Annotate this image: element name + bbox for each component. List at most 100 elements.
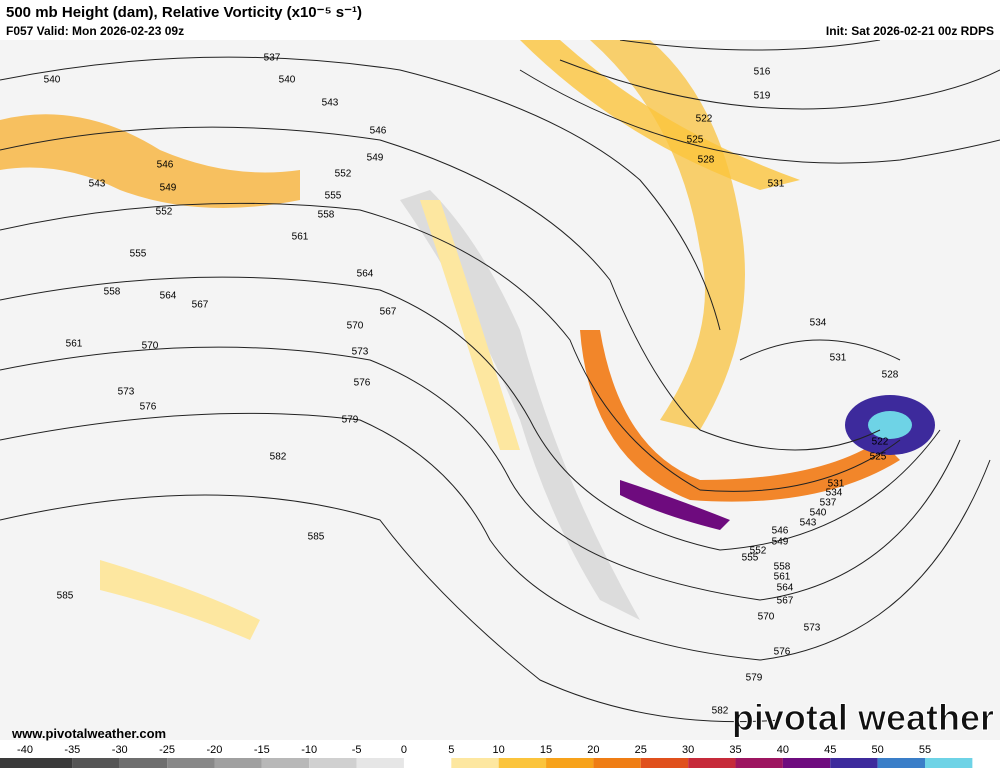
map-area bbox=[0, 40, 1000, 740]
vort-core bbox=[620, 480, 730, 530]
contour-label: 582 bbox=[270, 452, 287, 463]
contour-label: 561 bbox=[774, 572, 791, 583]
colorbar-segment bbox=[214, 758, 262, 768]
contour-label: 552 bbox=[750, 546, 767, 557]
contour-label: 546 bbox=[370, 126, 387, 137]
contour-label: 564 bbox=[160, 291, 177, 302]
colorbar-tick-label: 40 bbox=[777, 744, 789, 756]
vort-band bbox=[420, 200, 520, 450]
contour-label: 543 bbox=[322, 98, 339, 109]
contour-line bbox=[559, 59, 1000, 110]
contour-label: 543 bbox=[89, 179, 106, 190]
colorbar-tick-label: -35 bbox=[64, 744, 80, 756]
colorbar-segment bbox=[688, 758, 736, 768]
colorbar-tick-label: 25 bbox=[635, 744, 647, 756]
contour-line bbox=[0, 126, 881, 451]
colorbar-segment bbox=[451, 758, 499, 768]
contour-label: 582 bbox=[712, 706, 729, 717]
contour-label: 528 bbox=[698, 155, 715, 166]
contour-label: 549 bbox=[367, 153, 384, 164]
colorbar-tick-label: 10 bbox=[493, 744, 505, 756]
colorbar-segment bbox=[356, 758, 404, 768]
colorbar-tick-label: 0 bbox=[401, 744, 407, 756]
contour-label: 573 bbox=[804, 623, 821, 634]
contour-label: 573 bbox=[352, 347, 369, 358]
title: 500 mb Height (dam), Relative Vorticity … bbox=[6, 4, 362, 21]
colorbar-tick-label: -30 bbox=[112, 744, 128, 756]
colorbar-tick-label: 30 bbox=[682, 744, 694, 756]
contour-label: 561 bbox=[292, 232, 309, 243]
contour-label: 585 bbox=[308, 532, 325, 543]
contour-label: 558 bbox=[774, 562, 791, 573]
height-contours bbox=[0, 39, 1000, 723]
contour-label: 522 bbox=[696, 114, 713, 125]
contour-line bbox=[739, 339, 901, 361]
vort-band bbox=[0, 114, 300, 208]
contour-label: 531 bbox=[830, 353, 847, 364]
contour-label: 585 bbox=[57, 591, 74, 602]
vort-band bbox=[580, 330, 900, 502]
colorbar-segment bbox=[498, 758, 547, 768]
colorbar-tick-label: -20 bbox=[207, 744, 223, 756]
contour-label: 567 bbox=[777, 596, 794, 607]
contour-label: 540 bbox=[810, 508, 827, 519]
contour-label: 558 bbox=[104, 287, 121, 298]
website: www.pivotalweather.com bbox=[11, 726, 166, 741]
contour-label: 525 bbox=[687, 135, 704, 146]
colorbar-segment bbox=[640, 758, 689, 768]
contour-label: 537 bbox=[820, 498, 837, 509]
contour-line bbox=[0, 346, 961, 601]
colorbar-segment bbox=[782, 758, 831, 768]
colorbar-fill bbox=[0, 758, 25, 768]
colorbar: -40 -35 -30 -25 -20 -15 -10 -5 0 5 10 15 20 25 30 35 40 4… bbox=[0, 744, 973, 768]
colorbar-segment bbox=[925, 758, 973, 768]
contour-label: 576 bbox=[354, 378, 371, 389]
colorbar-tick-label: 50 bbox=[872, 744, 884, 756]
contour-label: 528 bbox=[882, 370, 899, 381]
contour-label: 543 bbox=[800, 518, 817, 529]
colorbar-tick-label: -25 bbox=[159, 744, 175, 756]
contour-label: 519 bbox=[754, 91, 771, 102]
contour-line bbox=[519, 69, 1000, 164]
contour-label: 579 bbox=[746, 673, 763, 684]
contour-label: 570 bbox=[142, 341, 159, 352]
colorbar-segment bbox=[72, 758, 120, 768]
colorbar-segment bbox=[830, 758, 878, 768]
logo: pivotal weather bbox=[732, 697, 994, 738]
contour-label: 564 bbox=[357, 269, 374, 280]
colorbar-segment bbox=[167, 758, 215, 768]
init-time: Init: Sat 2026-02-21 00z RDPS bbox=[826, 24, 994, 38]
contour-label: 555 bbox=[742, 553, 759, 564]
contour-label: 531 bbox=[828, 479, 845, 490]
contour-label: 564 bbox=[777, 583, 794, 594]
contour-label: 576 bbox=[140, 402, 157, 413]
colorbar-segment bbox=[119, 758, 168, 768]
colorbar-tick-label: 55 bbox=[919, 744, 931, 756]
colorbar-tick-label: 15 bbox=[540, 744, 552, 756]
colorbar-tick-label: -40 bbox=[17, 744, 33, 756]
shade bbox=[400, 190, 640, 620]
contour-label: 552 bbox=[156, 207, 173, 218]
colorbar-segment bbox=[403, 758, 452, 768]
vort-band bbox=[100, 560, 260, 640]
colorbar-tick-label: 20 bbox=[587, 744, 599, 756]
colorbar-segment bbox=[593, 758, 641, 768]
contour-label: 573 bbox=[118, 387, 135, 398]
contour-line bbox=[0, 412, 991, 661]
contour-label: 534 bbox=[826, 488, 843, 499]
contour-label: 570 bbox=[347, 321, 364, 332]
colorbar-tick-label: 5 bbox=[448, 744, 454, 756]
contour-label: 546 bbox=[157, 160, 174, 171]
contour-label: 540 bbox=[279, 75, 296, 86]
valid-time: F057 Valid: Mon 2026-02-23 09z bbox=[6, 24, 184, 38]
contour-label: 555 bbox=[325, 191, 342, 202]
colorbar-tick-label: 45 bbox=[824, 744, 836, 756]
contour-line bbox=[619, 39, 881, 51]
contour-label: 534 bbox=[810, 318, 827, 329]
colorbar-tick-label: 35 bbox=[729, 744, 741, 756]
contour-label: 549 bbox=[160, 183, 177, 194]
contour-label: 570 bbox=[758, 612, 775, 623]
header-bg bbox=[0, 0, 1000, 40]
